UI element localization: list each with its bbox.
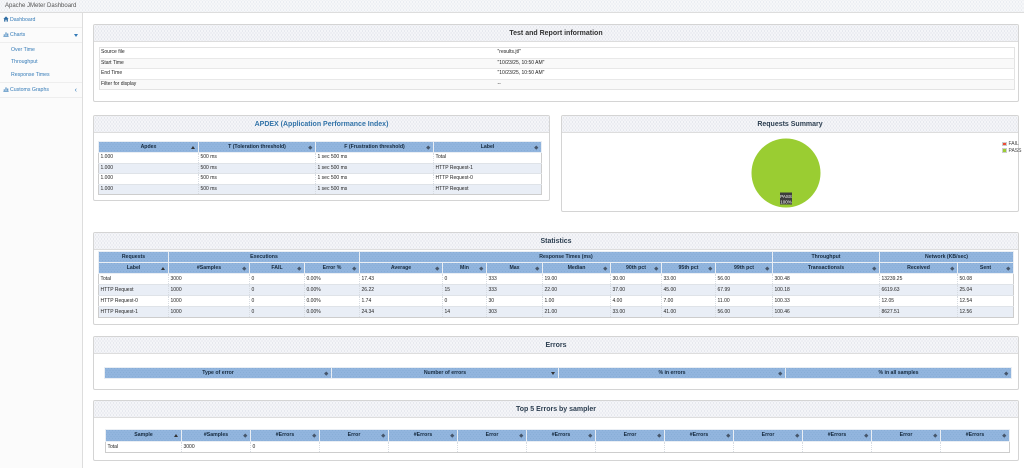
svg-text:100%: 100% [780, 200, 792, 205]
svg-text:PASS: PASS [780, 194, 792, 199]
